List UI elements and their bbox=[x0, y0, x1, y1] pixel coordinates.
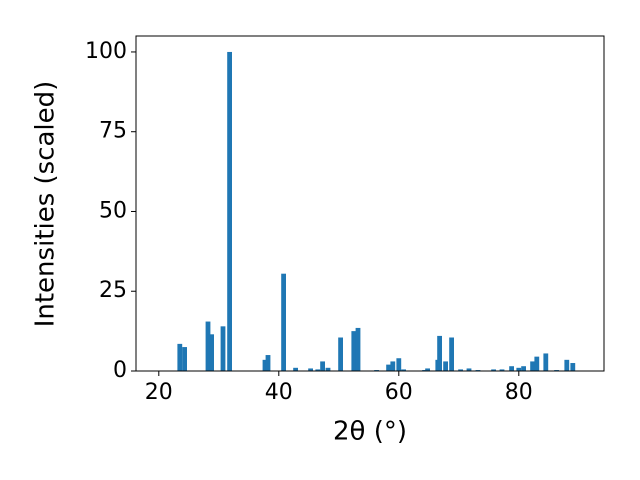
bar bbox=[425, 368, 430, 371]
bar bbox=[386, 364, 391, 371]
axes-frame bbox=[135, 35, 605, 372]
bar bbox=[177, 343, 183, 371]
bar bbox=[351, 331, 357, 371]
bar bbox=[516, 367, 522, 371]
bar bbox=[543, 353, 549, 371]
bar bbox=[458, 369, 463, 371]
bar bbox=[220, 326, 226, 371]
bar bbox=[227, 51, 232, 371]
bar bbox=[390, 361, 396, 371]
y-tick-label: 0 bbox=[113, 358, 127, 383]
x-axis-label: 2θ (°) bbox=[333, 417, 407, 447]
bar bbox=[209, 334, 214, 371]
bar bbox=[293, 367, 298, 371]
bar bbox=[325, 367, 331, 371]
bar bbox=[315, 369, 321, 371]
bar bbox=[449, 337, 454, 371]
bar bbox=[499, 369, 505, 371]
bar bbox=[491, 369, 496, 371]
bar bbox=[320, 361, 325, 371]
bar bbox=[338, 337, 343, 371]
bar bbox=[205, 321, 211, 371]
bar bbox=[570, 363, 576, 371]
bar bbox=[308, 368, 313, 371]
bar bbox=[466, 368, 472, 371]
x-tick-label: 80 bbox=[505, 380, 533, 405]
bar bbox=[443, 361, 448, 371]
bar bbox=[564, 359, 570, 371]
y-tick-label: 100 bbox=[85, 39, 127, 64]
bar bbox=[509, 366, 514, 371]
bar bbox=[437, 335, 442, 371]
bar bbox=[262, 359, 268, 371]
bar bbox=[265, 355, 271, 371]
bar bbox=[401, 369, 406, 371]
x-tick-label: 60 bbox=[385, 380, 413, 405]
y-axis-label: Intensities (scaled) bbox=[31, 81, 61, 328]
bar bbox=[530, 361, 535, 371]
x-tick-label: 20 bbox=[145, 380, 173, 405]
x-tick-label: 40 bbox=[265, 380, 293, 405]
bar bbox=[182, 347, 187, 371]
bar bbox=[355, 327, 361, 371]
bar bbox=[396, 358, 402, 371]
y-tick-label: 25 bbox=[99, 278, 127, 303]
y-tick-label: 75 bbox=[99, 119, 127, 144]
bar bbox=[534, 356, 540, 371]
y-tick-label: 50 bbox=[99, 198, 127, 223]
bar bbox=[521, 366, 526, 371]
bar bbox=[281, 273, 286, 371]
